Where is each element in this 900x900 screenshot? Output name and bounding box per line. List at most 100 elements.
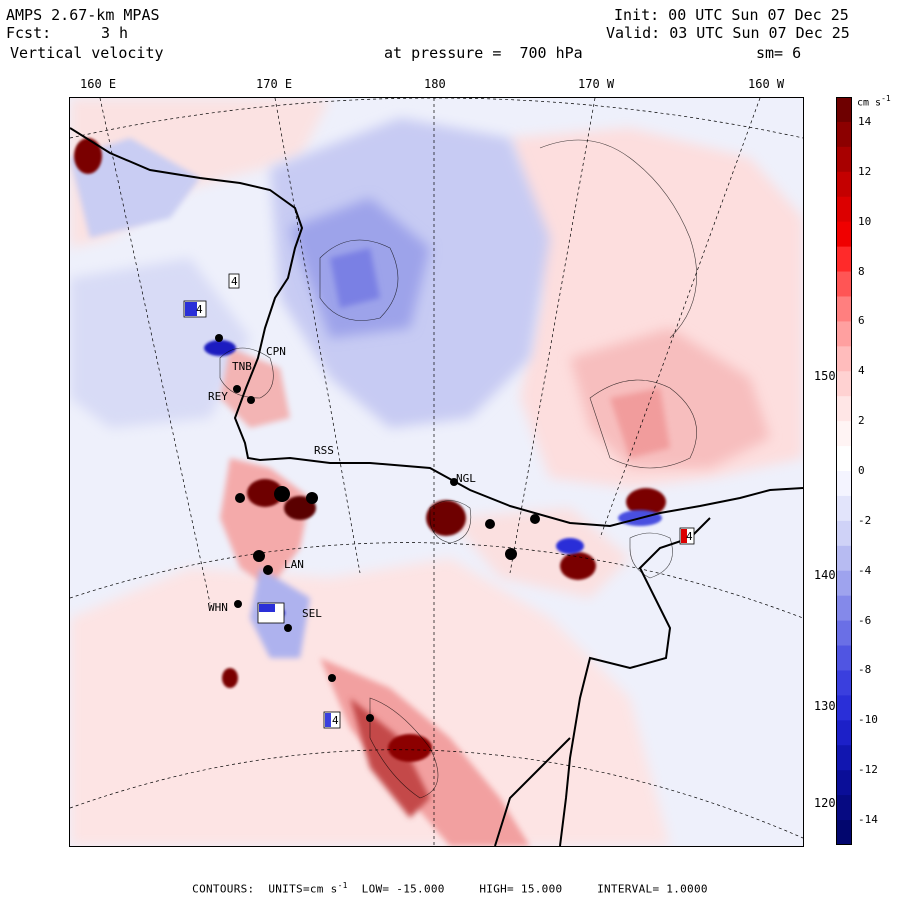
- colorbar-tick-label: 2: [858, 414, 865, 428]
- blue-region-west: [70, 258, 250, 428]
- colorbar-tick-label: -4: [858, 563, 872, 577]
- colorbar-tick-label: -10: [858, 713, 878, 727]
- blue-core: [330, 248, 380, 308]
- hotspot-west: [222, 668, 238, 688]
- field-title: Vertical velocity: [10, 44, 164, 62]
- colorbar-swatch: [836, 795, 852, 821]
- colorbar-swatch: [836, 595, 852, 622]
- colorbar-swatch: [836, 820, 852, 845]
- colorbar-swatch: [836, 196, 852, 223]
- marker-1: 4: [228, 273, 240, 289]
- pink-region-east-core: [570, 328, 770, 468]
- station-whn: WHN: [208, 601, 228, 614]
- colorbar-tick-label: 6: [858, 314, 865, 328]
- svg-text:4: 4: [686, 530, 693, 543]
- colorbar-swatch: [836, 296, 852, 322]
- pressure-level: at pressure = 700 hPa: [384, 44, 583, 62]
- colorbar-tick-label: -8: [858, 663, 872, 677]
- colorbar-tick-label: -2: [858, 513, 872, 527]
- pink-core: [610, 388, 670, 458]
- init-time: Init: 00 UTC Sun 07 Dec 25: [614, 6, 849, 24]
- valid-time: Valid: 03 UTC Sun 07 Dec 25: [606, 24, 850, 42]
- blue-region-northwest: [70, 138, 200, 238]
- model-title: AMPS 2.67-km MPAS: [6, 6, 160, 24]
- hotspot-ridge-1: [247, 479, 283, 507]
- coldspot-east: [556, 538, 584, 554]
- hotspot-far-east: [626, 488, 666, 516]
- hotspot-ngl: [426, 500, 466, 536]
- hotspot-south: [388, 734, 432, 762]
- station-ngl: NGL: [456, 472, 476, 485]
- colorbar-swatch: [836, 495, 852, 522]
- colorbar-swatch: [836, 321, 852, 347]
- coldspot-tnb: [204, 340, 236, 356]
- colorbar-swatch: [836, 620, 852, 647]
- colorbar-swatch: [836, 446, 852, 472]
- colorbar-tick-label: 8: [858, 264, 865, 278]
- marker-2: 4: [183, 300, 207, 318]
- footer-units: UNITS=cm s: [268, 882, 338, 896]
- hotspot-east: [560, 552, 596, 580]
- colorbar-swatch: [836, 171, 852, 198]
- contour-lines: [219, 139, 697, 799]
- colorbar-tick-label: 14: [858, 114, 872, 128]
- svg-text:4: 4: [231, 275, 238, 288]
- colorbar-swatch: [836, 745, 852, 771]
- colorbar-swatch: [836, 97, 852, 123]
- map-canvas: CPN TNB REY RSS NGL LAN WHN SEL 4 4 4 4: [70, 98, 803, 846]
- footer-label: CONTOURS:: [192, 882, 255, 896]
- colorbar-swatch: [836, 221, 852, 248]
- marker-3: 4: [323, 711, 341, 729]
- colorbar-swatch: [836, 645, 852, 671]
- colorbar-swatch: [836, 246, 852, 273]
- colorbar-swatch: [836, 570, 852, 597]
- colorbar-swatch: [836, 720, 852, 746]
- footer-low: LOW= -15.000: [361, 882, 445, 896]
- colorbar-swatch: [836, 146, 852, 173]
- station-lan: LAN: [284, 558, 304, 571]
- colorbar: [836, 97, 852, 845]
- colorbar-tick-label: -6: [858, 613, 872, 627]
- station-rss: RSS: [314, 444, 334, 457]
- colorbar-tick-label: -12: [858, 763, 878, 777]
- lon-label-160w: 160 W: [748, 77, 785, 91]
- svg-text:4: 4: [196, 303, 203, 316]
- colorbar-swatch: [836, 121, 852, 148]
- station-sel: SEL: [302, 607, 322, 620]
- station-cpn: CPN: [266, 345, 286, 358]
- colorbar-swatch: [836, 396, 852, 422]
- terrain-spots: [215, 334, 540, 722]
- marker-box-sel: [257, 602, 285, 624]
- colorbar-swatch: [836, 520, 852, 547]
- forecast-hour-label: Fcst:: [6, 24, 52, 42]
- colorbar-swatch: [836, 371, 852, 397]
- footer-interval: INTERVAL= 1.0000: [597, 882, 708, 896]
- colorbar-tick-label: 12: [858, 164, 872, 178]
- vertical-velocity-map: CPN TNB REY RSS NGL LAN WHN SEL 4 4 4 4: [69, 97, 804, 847]
- footer-high: HIGH= 15.000: [479, 882, 563, 896]
- hotspot-nw: [74, 138, 102, 174]
- lon-label-170e: 170 E: [256, 77, 293, 91]
- colorbar-swatch: [836, 271, 852, 297]
- colorbar-swatch: [836, 545, 852, 572]
- footer-units-exp: -1: [337, 881, 348, 890]
- lon-label-160e: 160 E: [80, 77, 117, 91]
- colorbar-tick-label: 0: [858, 464, 865, 477]
- marker-4: 4: [679, 527, 695, 545]
- lon-label-170w: 170 W: [578, 77, 615, 91]
- colorbar-tick-label: 4: [858, 364, 865, 378]
- colorbar-swatch: [836, 770, 852, 796]
- colorbar-swatch: [836, 421, 852, 447]
- colorbar-units: cm s-1: [857, 94, 891, 109]
- forecast-hour-value: 3 h: [101, 24, 129, 42]
- colorbar-swatch: [836, 346, 852, 372]
- station-rey: REY: [208, 390, 228, 403]
- colorbar-tick-label: 10: [858, 214, 872, 228]
- colorbar-swatch: [836, 695, 852, 721]
- lon-label-180: 180: [424, 77, 446, 91]
- svg-text:4: 4: [332, 714, 339, 727]
- colorbar-swatch: [836, 670, 852, 696]
- footer-contours: CONTOURS: UNITS=cm s-1 LOW= -15.000 HIGH…: [0, 881, 900, 896]
- colorbar-swatch: [836, 471, 852, 497]
- smoothing: sm= 6: [756, 44, 802, 62]
